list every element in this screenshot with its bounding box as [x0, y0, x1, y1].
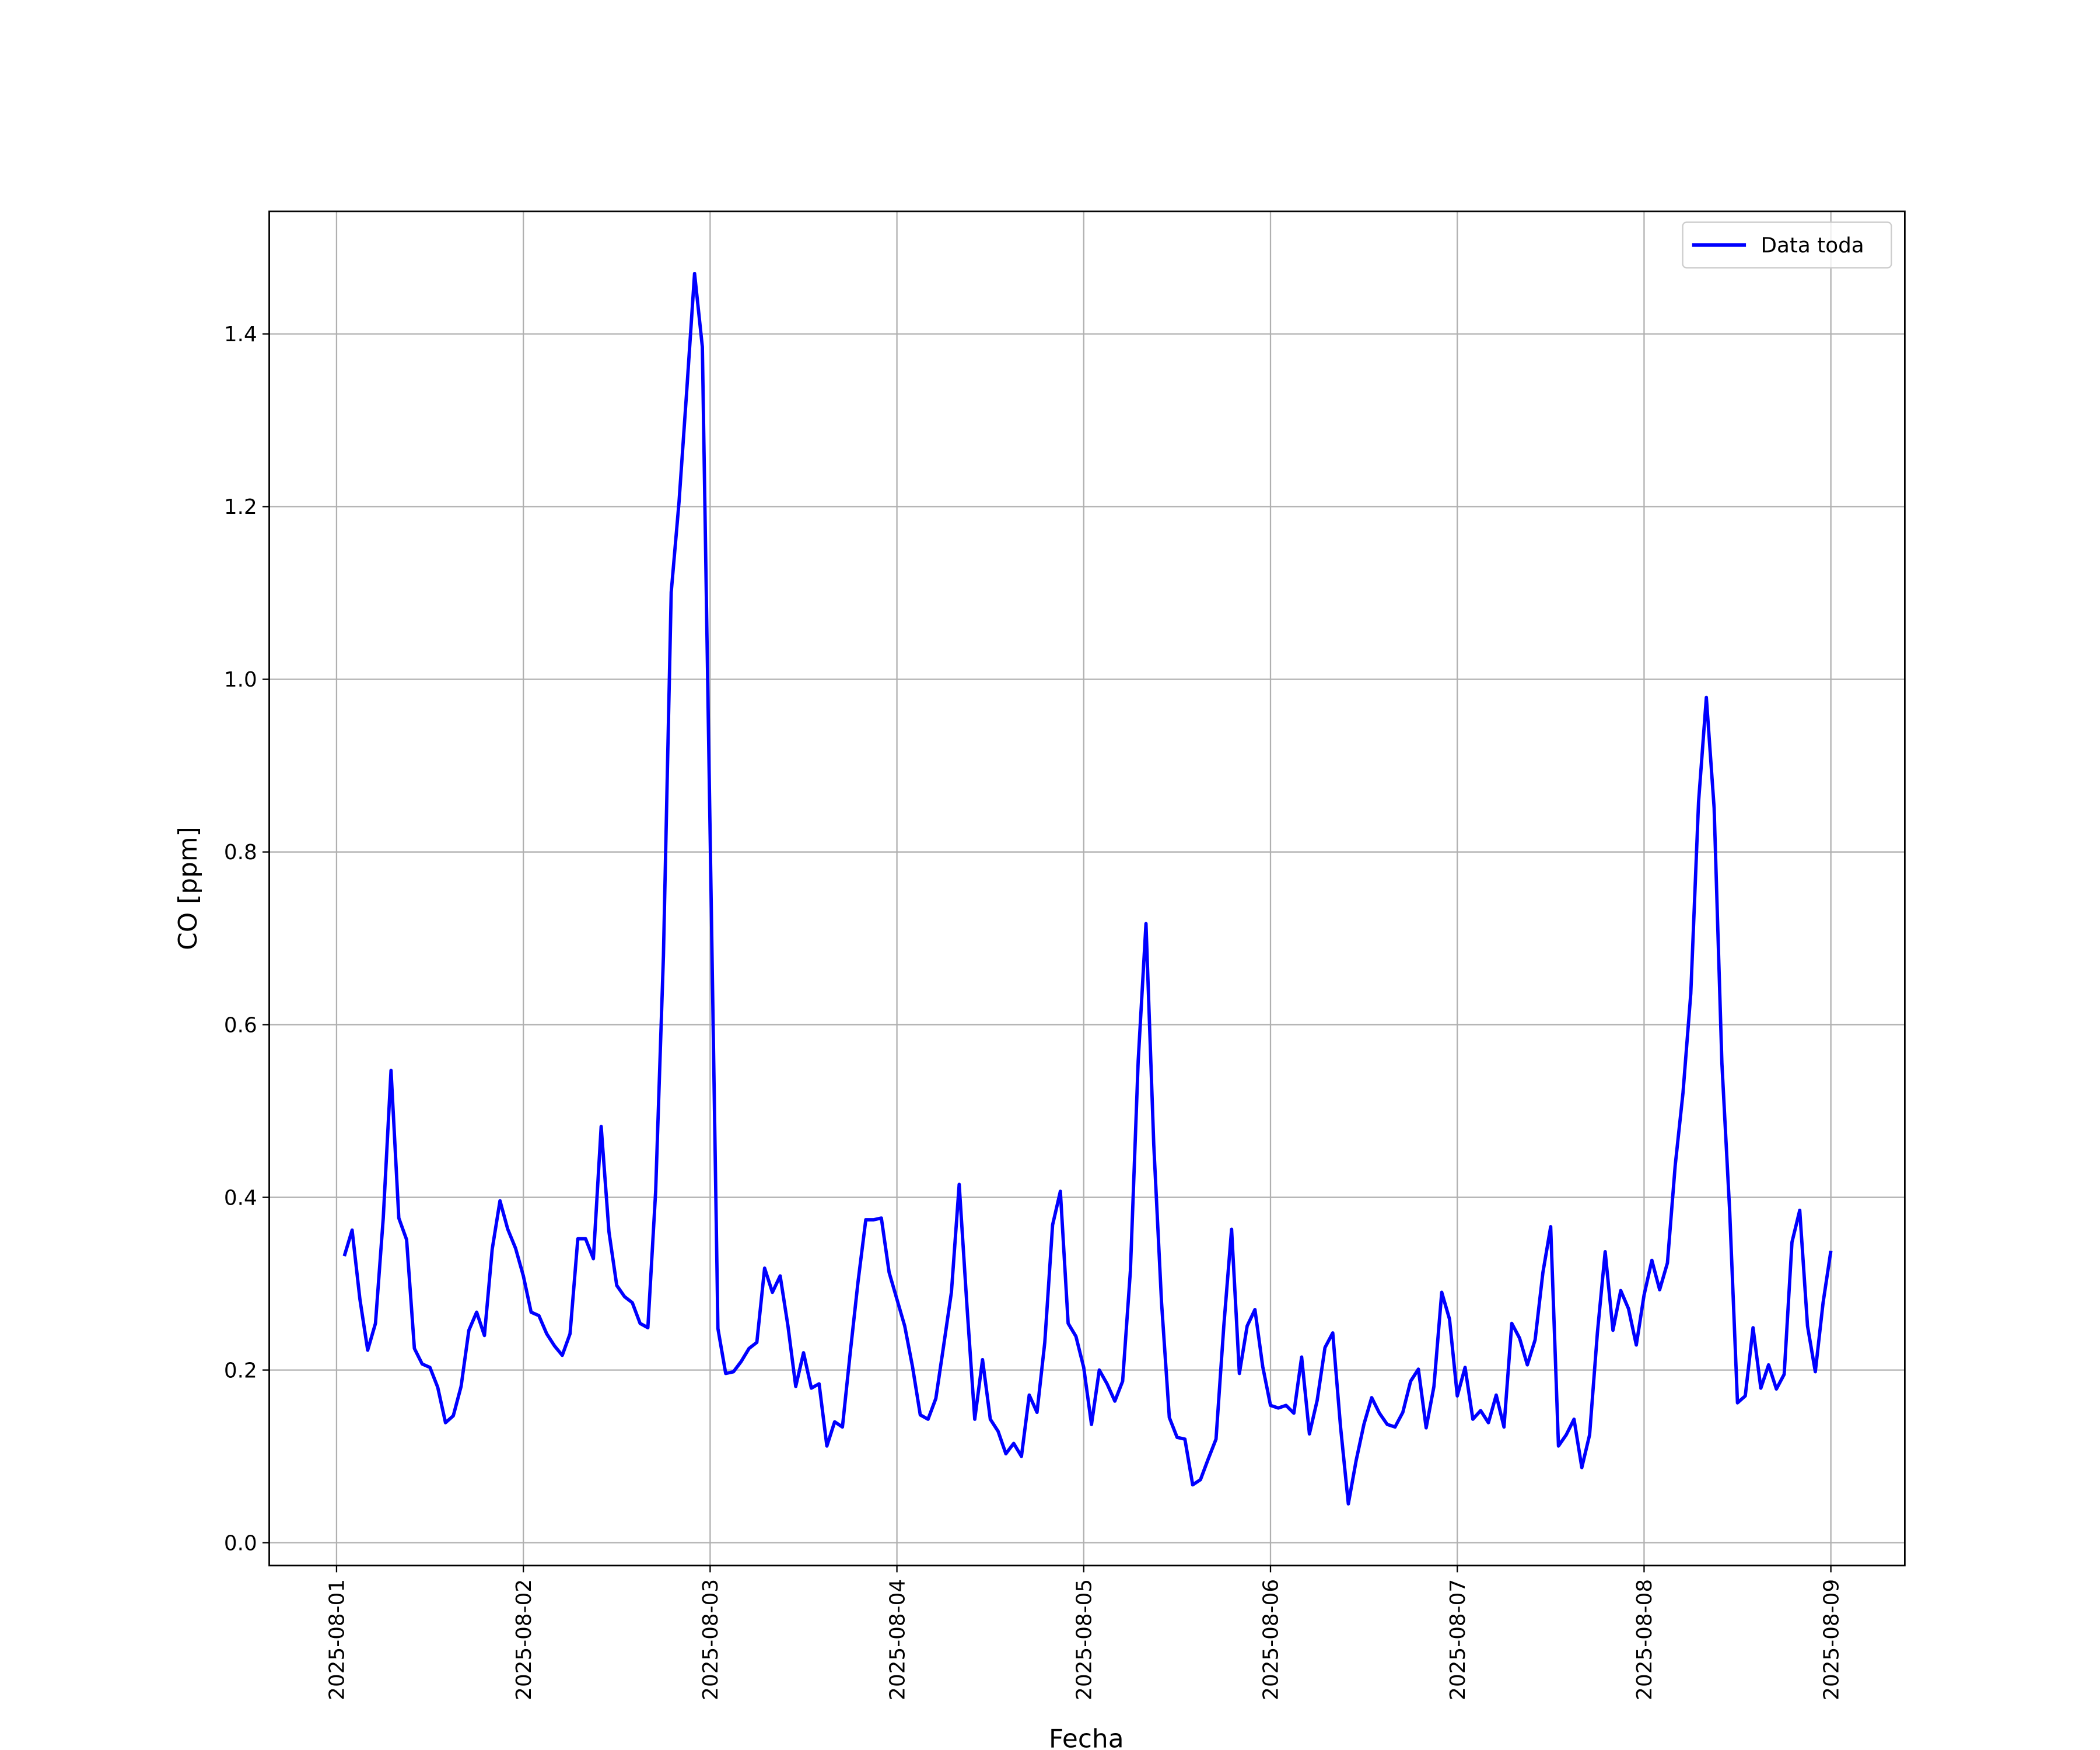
x-tick-label: 2025-08-01 — [326, 1579, 349, 1700]
x-tick-label: 2025-08-04 — [886, 1579, 909, 1700]
x-tick-label: 2025-08-02 — [512, 1579, 536, 1700]
y-tick-label: 0.8 — [224, 841, 257, 864]
x-tick-label: 2025-08-08 — [1633, 1579, 1657, 1700]
y-tick-label: 1.4 — [224, 323, 257, 346]
x-tick-label: 2025-08-05 — [1072, 1579, 1096, 1700]
y-tick-label: 0.0 — [224, 1531, 257, 1555]
x-axis-label: Fecha — [1049, 1724, 1124, 1750]
background — [5, 0, 2095, 1750]
x-tick-label: 2025-08-09 — [1819, 1579, 1843, 1700]
legend-label: Data toda — [1760, 234, 1864, 258]
y-axis-label: CO [ppm] — [173, 827, 203, 950]
x-tick-label: 2025-08-07 — [1446, 1579, 1470, 1700]
y-tick-label: 1.0 — [224, 668, 257, 692]
y-tick-label: 1.2 — [224, 495, 257, 519]
data-line — [342, 271, 1833, 1506]
plot-frame — [268, 210, 1906, 1567]
y-tick-label: 0.2 — [224, 1359, 257, 1382]
x-tick-label: 2025-08-06 — [1259, 1579, 1283, 1700]
y-tick-label: 0.4 — [224, 1186, 257, 1210]
y-tick-label: 0.6 — [224, 1013, 257, 1037]
legend-box — [1682, 221, 1892, 269]
x-tick-label: 2025-08-03 — [699, 1579, 723, 1700]
